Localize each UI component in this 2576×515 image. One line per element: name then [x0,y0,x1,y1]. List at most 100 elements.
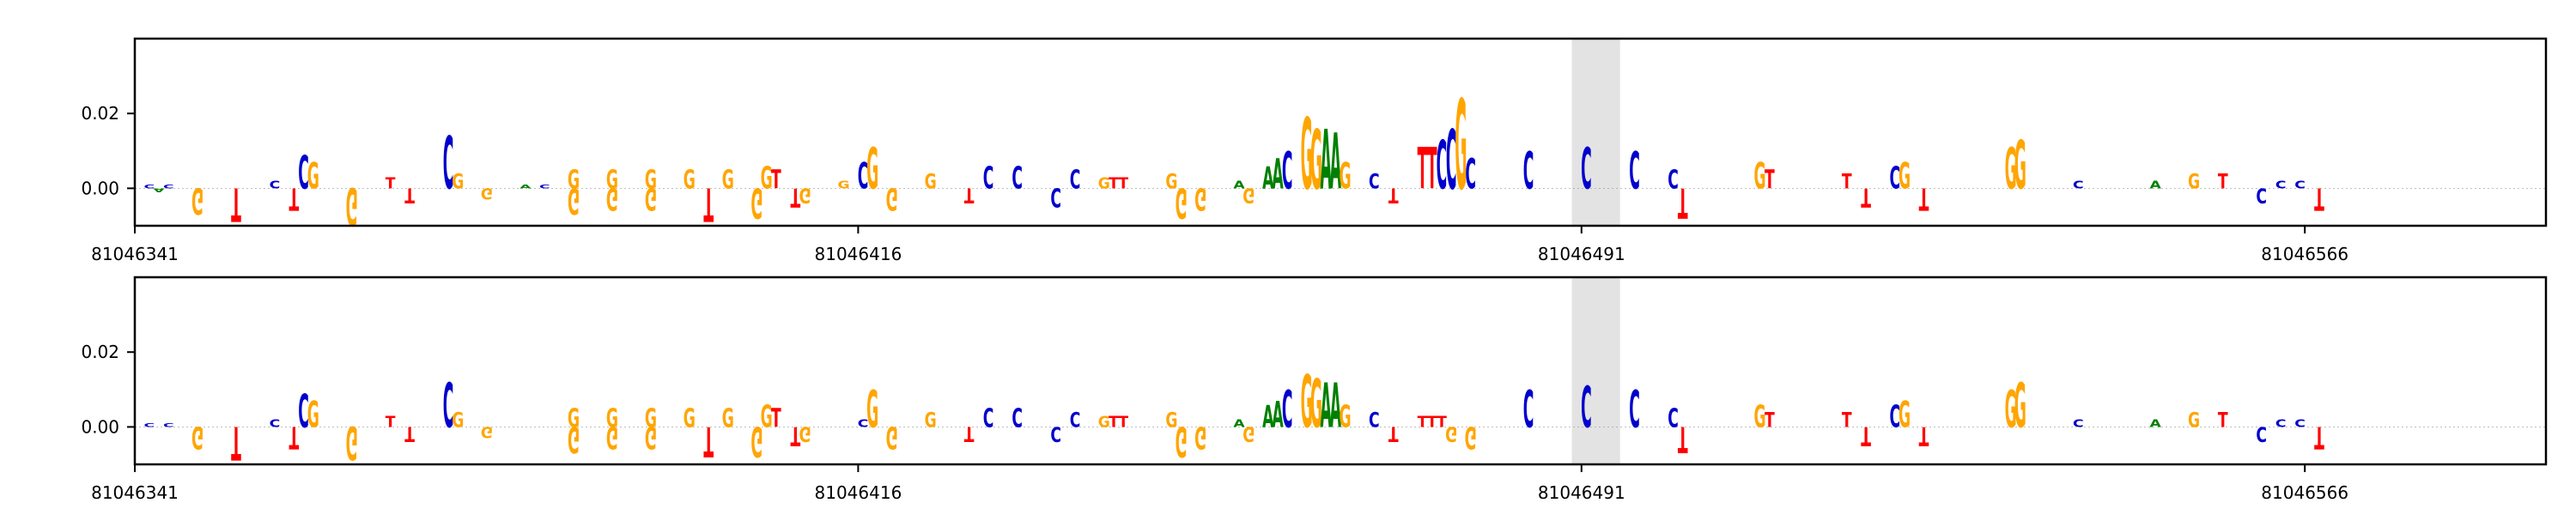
logo-letter-G: G [606,419,618,455]
logo-letter-G: G [1310,113,1322,209]
logo-letter-G: G [1465,419,1477,455]
logo-letter-C: C [443,372,454,443]
logo-letter-T: T [289,419,299,455]
logo-letter-G: G [2014,128,2026,205]
logo-letter-G: G [1098,175,1110,192]
logo-letter-T: T [1388,422,1399,446]
logo-letter-G: G [1242,184,1255,208]
logo-letter-C: C [858,418,869,430]
logo-letter-T: T [771,164,781,195]
logo-letter-T: T [1418,136,1428,203]
logo-letter-G: G [1899,154,1911,197]
logo-letter-C: C [983,160,994,196]
plot-frame [133,37,2548,227]
logo-letter-G: G [191,179,204,222]
logo-letter-A: A [1320,113,1331,209]
logo-letter-T: T [1437,414,1447,431]
logo-letter-G: G [346,175,358,234]
logo-letter-G: G [2014,372,2026,443]
logo-letter-G: G [866,136,878,203]
logo-letter-C: C [298,385,309,439]
logo-letter-C: C [270,418,281,430]
logo-letter-G: G [645,180,657,216]
logo-letter-A: A [1272,152,1283,199]
logo-letter-C: C [144,184,155,190]
logo-letter-G: G [606,180,618,216]
x-tick-label: 81046491 [1538,244,1625,264]
logo-letter-G: G [925,170,937,194]
y-tick-label: 0.02 [81,342,119,362]
logo-letter-C: C [1050,422,1061,446]
logo-letter-G: G [750,178,762,225]
logo-letter-G: G [799,422,811,446]
logo-letter-G: G [2005,136,2017,203]
logo-letter-A: A [2149,418,2161,430]
logo-letter-T: T [791,421,801,451]
logo-letter-T: T [1118,175,1128,192]
logo-letter-C: C [1369,170,1380,194]
logo-letter-T: T [1861,421,1871,451]
logo-letter-G: G [606,403,618,433]
logo-letter-G: G [1899,393,1911,436]
y-tick-label: 0.00 [81,178,119,198]
logo-letter-T: T [2314,180,2324,216]
logo-letter-G: G [452,409,464,433]
logo-letter-T: T [964,422,975,446]
logo-letter-G: G [452,170,464,194]
logo-letter-T: T [1765,409,1775,433]
logo-letter-C: C [298,147,309,200]
logo-letter-G: G [1194,180,1206,216]
logo-letter-G: G [645,164,657,195]
logo-letter-A: A [1320,372,1332,443]
logo-letter-C: C [2256,184,2267,208]
logo-letter-C: C [1282,142,1293,201]
x-tick-label: 81046566 [2261,244,2348,264]
logo-letter-G: G [1445,422,1457,446]
highlight-region [1571,277,1620,464]
logo-letter-C: C [1050,182,1061,213]
logo-letter-G: G [722,403,734,433]
logo-letter-C: C [1890,398,1901,434]
logo-letter-T: T [1388,184,1399,208]
logo-letter-C: C [443,123,454,206]
logo-letter-T: T [964,184,975,208]
highlight-region [1571,39,1620,226]
logo-letter-G: G [568,418,580,461]
logo-letter-G: G [1194,419,1206,455]
logo-letter-A: A [1330,118,1341,207]
logo-letter-G: G [866,380,878,439]
logo-letter-C: C [163,422,174,428]
logo-letter-G: G [799,184,811,208]
logo-letter-C: C [1446,113,1457,209]
logo-letter-C: C [539,184,550,190]
logo-letter-T: T [1919,180,1929,216]
logo-letter-T: T [1678,418,1688,461]
logo-letter-T: T [1919,421,1929,451]
logo-letter-C: C [1629,380,1640,439]
logo-letter-G: G [1165,409,1177,433]
logo-letter-G: G [191,419,204,455]
logo-letter-T: T [1118,414,1128,431]
logo-letter-G: G [2188,170,2200,194]
logo-letter-C: C [1465,152,1476,199]
logo-letter-T: T [1842,170,1852,194]
logo-letter-G: G [307,154,319,197]
logo-letter-T: T [404,184,415,208]
logo-letter-G: G [645,403,657,433]
logo-letter-G: G [346,415,358,469]
logo-letter-G: G [761,398,773,434]
logo-letter-G: G [1455,75,1467,218]
logo-letter-T: T [289,180,299,216]
logo-letter-C: C [1890,160,1901,196]
logo-letter-T: T [231,177,241,230]
x-tick-label: 81046566 [2261,482,2348,503]
logo-letter-C: C [1070,164,1081,195]
logo-letter-G: G [886,180,898,216]
logo-letter-G: G [1242,422,1255,446]
x-tick-label: 81046416 [815,244,902,264]
logo-letter-T: T [2218,409,2228,433]
